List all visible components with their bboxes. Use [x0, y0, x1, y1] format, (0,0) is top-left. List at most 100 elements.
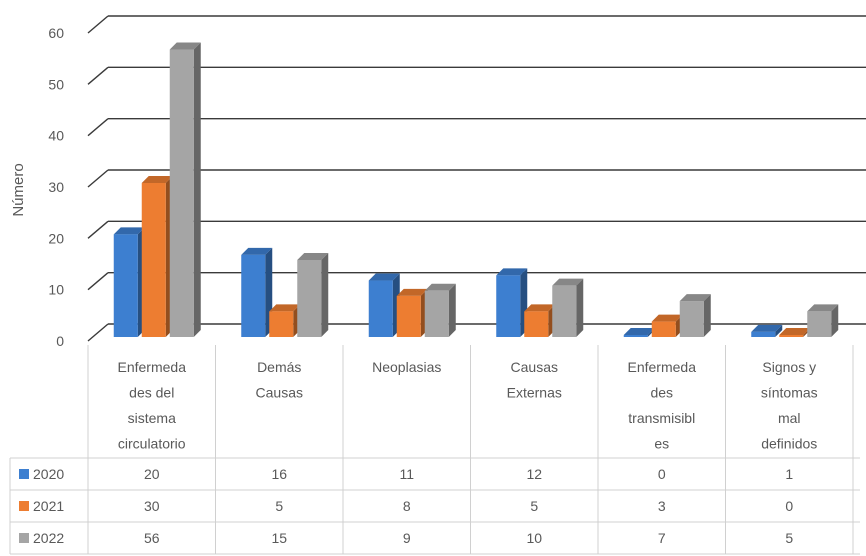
gridline-depth	[87, 118, 109, 137]
bar-front	[169, 49, 194, 338]
data-label: 5	[275, 498, 283, 514]
bar-side	[831, 304, 839, 337]
data-label: 0	[785, 498, 793, 514]
bar-front	[679, 301, 704, 337]
bar-2020	[241, 247, 273, 337]
category-label-line: síntomas	[761, 385, 818, 401]
gridlines: 0 10 20 30 40 50 60	[48, 15, 866, 349]
bar-front	[269, 311, 294, 337]
legend-label: 2020	[33, 466, 64, 482]
bar-front	[524, 311, 549, 337]
data-label: 3	[658, 498, 666, 514]
data-label: 1	[785, 466, 793, 482]
bar-front	[552, 285, 577, 337]
bar-2022	[679, 294, 711, 337]
gridline-depth	[87, 220, 109, 239]
data-label: 7	[658, 530, 666, 546]
data-label: 5	[785, 530, 793, 546]
bars	[113, 42, 839, 338]
category-label-line: Demás	[257, 359, 301, 375]
y-tick-label: 40	[48, 128, 64, 144]
data-label: 10	[526, 530, 542, 546]
bar-front	[651, 321, 676, 337]
gridline-depth	[87, 66, 109, 85]
y-tick-label: 0	[56, 333, 64, 349]
data-label: 0	[658, 466, 666, 482]
bar-front	[141, 183, 166, 337]
bar-2020	[496, 268, 528, 337]
bar-side	[703, 294, 711, 337]
category-label: Demás Causas	[256, 359, 303, 401]
bar-top	[368, 273, 400, 281]
bar-front	[424, 290, 449, 337]
bar-2022	[552, 278, 584, 337]
bar-top	[141, 176, 173, 183]
bar-top	[651, 314, 683, 322]
data-label: 11	[399, 466, 414, 482]
data-label: 16	[271, 466, 287, 482]
category-label: Signos y síntomas mal definidos	[761, 359, 818, 452]
category-label-line: des	[650, 385, 673, 401]
bar-front	[807, 311, 832, 337]
data-label: 20	[144, 466, 160, 482]
legend-swatch-2020	[19, 469, 29, 479]
bar-top	[496, 268, 528, 276]
bar-2020	[751, 324, 783, 337]
bar-top	[297, 253, 329, 260]
bar-2021	[396, 288, 428, 337]
bar-top	[679, 294, 711, 302]
bar-top	[552, 278, 584, 286]
bar-top	[113, 227, 145, 235]
category-label-line: circulatorio	[118, 436, 186, 452]
bar-2021	[141, 176, 173, 337]
bar-2020	[368, 273, 400, 337]
bar-side	[193, 42, 201, 338]
bar-top	[424, 283, 456, 291]
category-label-line: Signos y	[762, 359, 816, 375]
category-label-line: Externas	[507, 385, 562, 401]
category-label-line: Enfermeda	[118, 359, 187, 375]
data-label: 5	[530, 498, 538, 514]
bar-2021	[269, 304, 301, 337]
data-table: Enfermeda des del sistema circulatorio Demás…	[9, 345, 860, 555]
bar-front	[779, 335, 804, 337]
bar-2021	[651, 314, 683, 337]
bar-side	[321, 253, 329, 337]
category-label-line: Causas	[511, 359, 558, 375]
category-label-line: mal	[778, 410, 801, 426]
data-label: 8	[403, 498, 411, 514]
bar-side	[448, 283, 456, 337]
bar-front	[297, 260, 322, 337]
category-label-line: es	[654, 436, 669, 452]
bar-side	[576, 278, 584, 337]
category-label-line: transmisibl	[628, 410, 695, 426]
bar-2021	[779, 328, 811, 337]
bar-side	[775, 324, 783, 337]
gridline-depth	[87, 169, 109, 188]
category-label: Enfermeda des transmisibl es	[628, 359, 697, 452]
bar-top	[269, 304, 301, 312]
data-label: 30	[144, 498, 160, 514]
bar-2020	[113, 227, 145, 337]
legend-label: 2022	[33, 530, 64, 546]
bar-2022	[424, 283, 456, 337]
bar-2022	[169, 42, 201, 338]
y-tick-label: 60	[48, 25, 64, 41]
bar-front	[368, 280, 393, 337]
category-label-line: des del	[129, 385, 174, 401]
bar-top	[807, 304, 839, 312]
bar-top	[524, 304, 556, 312]
bar-top	[751, 324, 783, 332]
gridline-depth	[87, 15, 109, 34]
category-label-line: Enfermeda	[628, 359, 697, 375]
category-label-line: Neoplasias	[372, 359, 441, 375]
category-label: Neoplasias	[372, 359, 441, 375]
bar-2021	[524, 304, 556, 337]
data-label: 56	[144, 530, 160, 546]
bar-2022	[807, 304, 839, 337]
bar-top	[623, 328, 655, 335]
legend-swatch-2021	[19, 501, 29, 511]
category-label-line: Causas	[256, 385, 303, 401]
bar-2020	[623, 328, 655, 337]
